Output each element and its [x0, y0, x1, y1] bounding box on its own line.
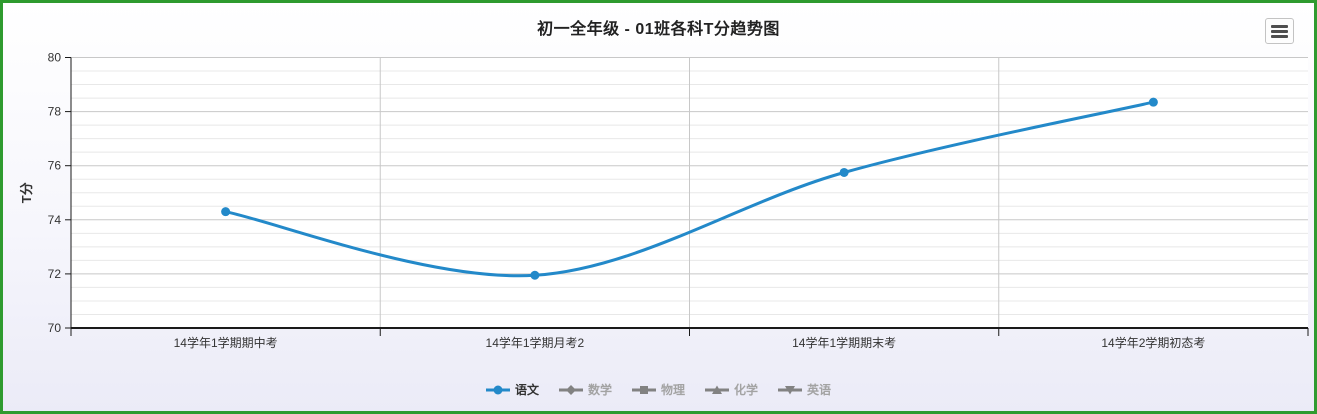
square-marker-icon [631, 385, 656, 394]
x-category-label: 14学年1学期期中考 [174, 335, 278, 350]
legend-item-物理[interactable]: 物理 [631, 381, 685, 398]
export-menu-button[interactable] [1265, 18, 1294, 44]
hamburger-icon [1271, 24, 1288, 38]
y-tick-label: 78 [48, 105, 62, 119]
y-tick-label: 70 [48, 321, 62, 335]
plot-area: 70 72 74 76 78 80 14学年1学期期中考 14学年1学期月考2 14学年1学期期… [19, 51, 1309, 350]
legend-label: 语文 [514, 383, 539, 397]
y-axis-title: T分 [19, 182, 34, 203]
legend-label: 物理 [660, 383, 685, 397]
y-tick-label: 76 [48, 159, 62, 173]
legend-item-化学[interactable]: 化学 [705, 381, 758, 398]
series-line-语文 [224, 100, 1155, 278]
diamond-marker-icon [558, 384, 583, 395]
y-tick-label: 74 [48, 213, 62, 227]
y-tick-label: 80 [48, 51, 62, 65]
x-category-label: 14学年2学期初态考 [1101, 335, 1205, 350]
data-point[interactable] [839, 167, 849, 177]
data-point[interactable] [530, 270, 540, 280]
circle-marker-icon [485, 385, 510, 394]
chart-title: 初一全年级 - 01班各科T分趋势图 [537, 21, 780, 38]
y-tick-label: 72 [48, 267, 62, 281]
legend: 语文 数学 物理 化学 英语 [3, 381, 1314, 398]
x-category-label: 14学年1学期期末考 [792, 335, 896, 350]
legend-item-英语[interactable]: 英语 [778, 381, 831, 398]
legend-label: 数学 [587, 383, 612, 397]
legend-item-数学[interactable]: 数学 [558, 381, 612, 398]
legend-label: 英语 [807, 383, 832, 397]
legend-label: 化学 [734, 383, 759, 397]
triangle-down-marker-icon [778, 385, 803, 394]
legend-item-语文[interactable]: 语文 [485, 381, 539, 398]
data-point[interactable] [221, 207, 231, 217]
data-point[interactable] [1148, 97, 1158, 107]
x-category-label: 14学年1学期月考2 [486, 335, 585, 350]
triangle-up-marker-icon [705, 385, 729, 394]
